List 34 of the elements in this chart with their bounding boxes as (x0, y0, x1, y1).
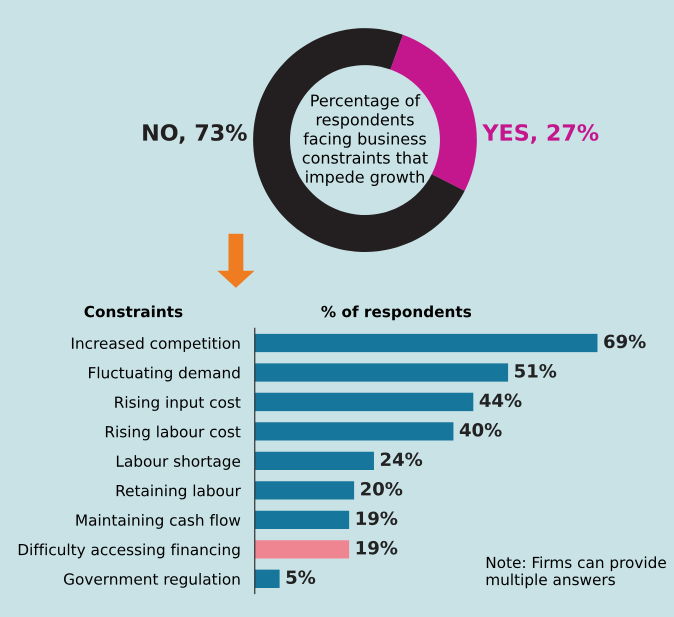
y-tick-label: Difficulty accessing financing (18, 544, 240, 558)
text: Percentage of respondents facing business constraints that impede growth (302, 94, 428, 186)
bar (254, 510, 350, 529)
bar (254, 363, 508, 382)
y-tick-label: Retaining labour (116, 484, 241, 500)
slice-label: YES, 27% (482, 124, 598, 144)
bar (254, 334, 598, 352)
data-label: 24% (380, 452, 422, 466)
y-tick-label: Fluctuating demand (89, 366, 240, 382)
donut-slice (253, 28, 465, 252)
data-label: 44% (480, 394, 522, 408)
bar (254, 540, 350, 558)
y-tick-label: Labour shortage (116, 455, 240, 470)
y-tick-label: Increased competition (72, 337, 240, 352)
slice-label: NO, 73% (143, 124, 247, 144)
y-tick-label: Maintaining cash flow (76, 514, 240, 529)
data-label: 19% (356, 511, 398, 526)
bar (254, 422, 454, 441)
y-tick-label: Government regulation (64, 573, 240, 588)
data-label: 69% (604, 334, 646, 348)
y-tick-label: Rising input cost (115, 396, 241, 411)
data-label: 5% (286, 570, 316, 584)
data-label: 40% (460, 423, 502, 437)
y-tick-label: Rising labour cost (106, 426, 241, 440)
bar (254, 570, 280, 588)
x-axis-title: % of respondents (321, 306, 472, 320)
data-label: 19% (356, 540, 398, 555)
data-label: 20% (361, 482, 402, 496)
bar (254, 392, 474, 412)
bar (254, 452, 374, 470)
y-axis-title: Constraints (84, 306, 182, 318)
data-label: 51% (515, 364, 556, 378)
bar (254, 481, 354, 500)
annotation: Note: Firms can provide multiple answers (486, 556, 666, 588)
